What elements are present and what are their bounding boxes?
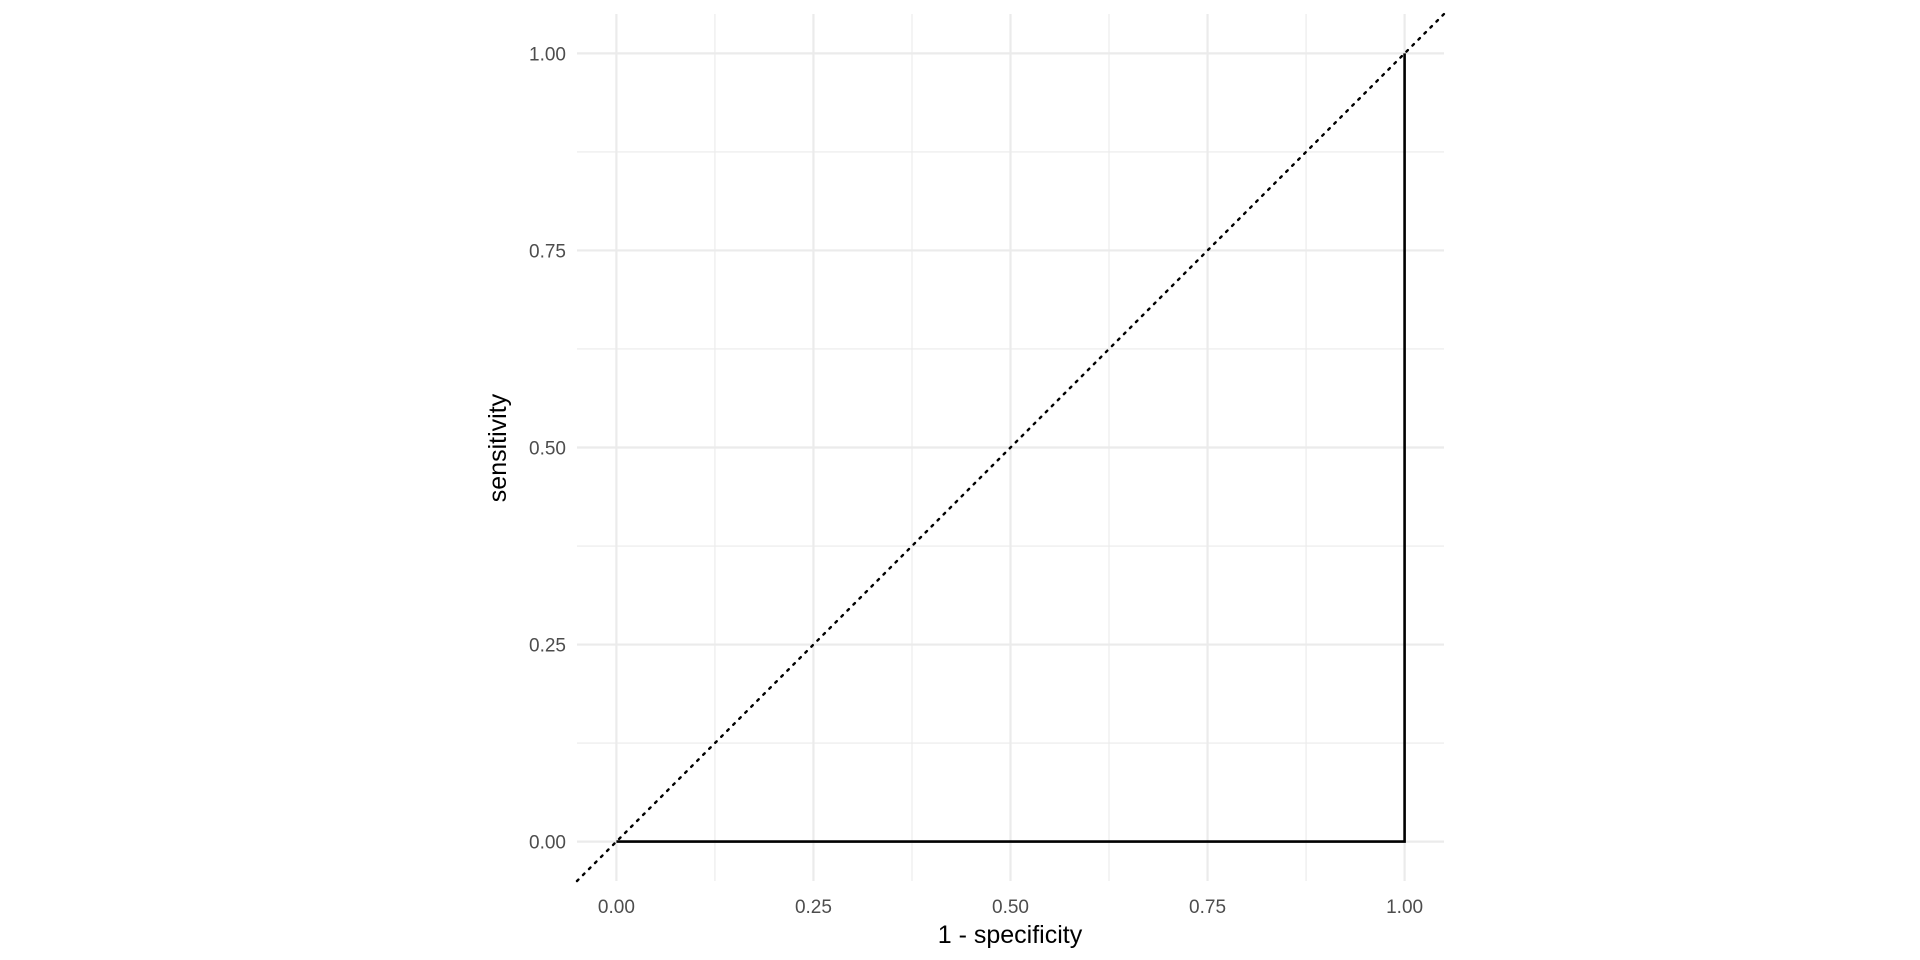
plot-marks: [575, 12, 1446, 883]
y-tick-label-1: 0.25: [529, 636, 566, 657]
y-tick-label-2: 0.50: [529, 439, 566, 460]
y-tick-labels: 0.00 0.25 0.50 0.75 1.00: [529, 44, 566, 853]
y-axis-title: sensitivity: [484, 393, 512, 502]
roc-curve-line-0: [616, 53, 1406, 843]
y-tick-label-3: 0.75: [529, 241, 566, 262]
reference-diagonal-line: [575, 12, 1446, 883]
x-tick-label-2: 0.50: [992, 897, 1029, 918]
x-tick-label-4: 1.00: [1386, 897, 1423, 918]
x-tick-label-3: 0.75: [1189, 897, 1226, 918]
x-tick-labels: 0.00 0.25 0.50 0.75 1.00: [598, 897, 1423, 918]
y-tick-label-4: 1.00: [529, 44, 566, 65]
x-tick-label-1: 0.25: [795, 897, 832, 918]
x-axis-title: 1 - specificity: [938, 921, 1083, 949]
y-tick-label-0: 0.00: [529, 833, 566, 854]
x-tick-label-0: 0.00: [598, 897, 635, 918]
